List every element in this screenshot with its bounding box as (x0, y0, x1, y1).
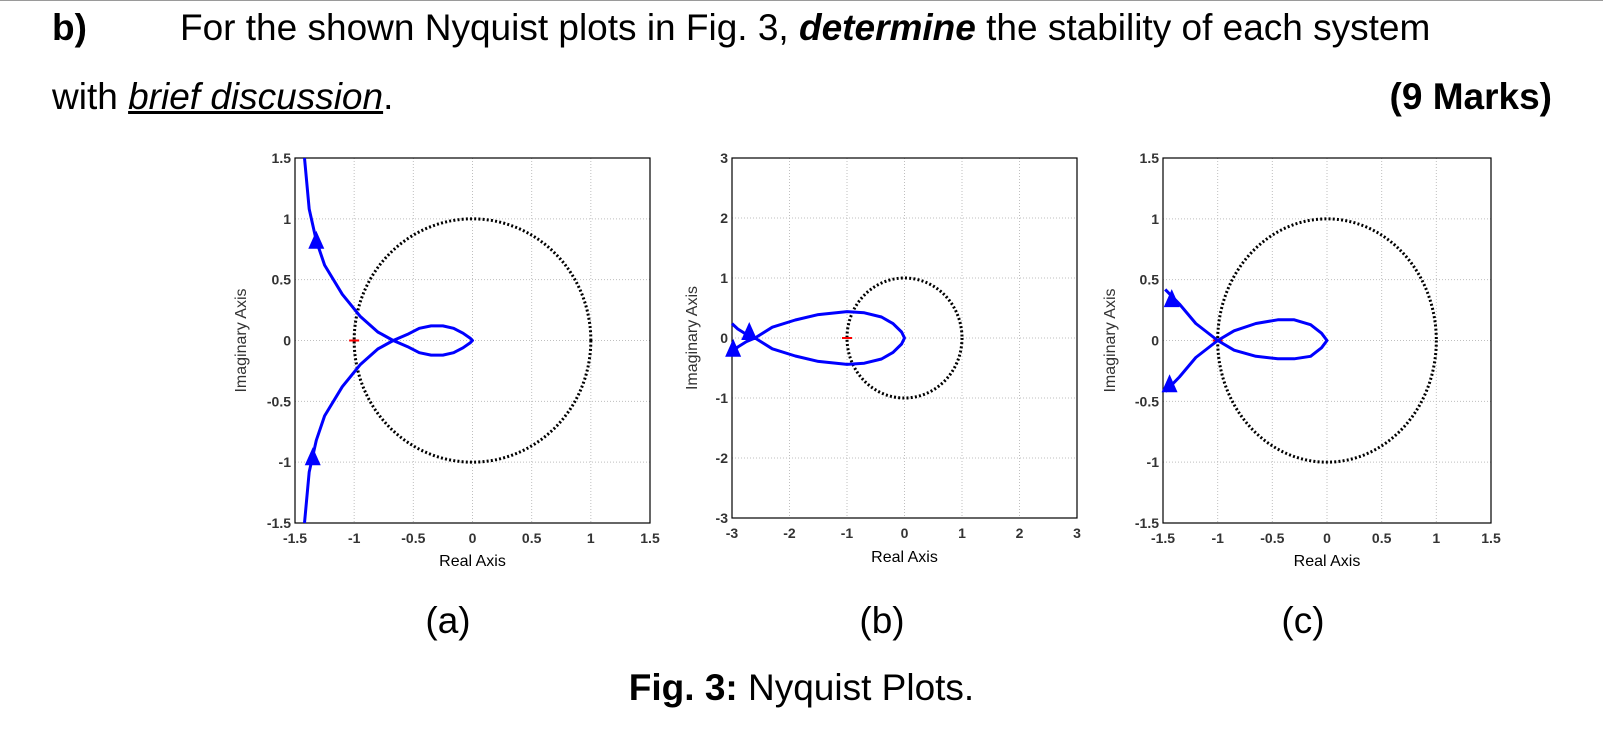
y-tick-label: -1 (716, 390, 729, 406)
question-line2-prefix: with (52, 76, 129, 117)
top-rule (0, 0, 1603, 1)
x-tick-label: -1.5 (283, 530, 307, 546)
x-tick-label: -1 (841, 525, 854, 541)
figure-caption-text: Nyquist Plots. (737, 667, 975, 708)
x-tick-label: -1 (1211, 530, 1224, 546)
x-tick-label: -1 (348, 530, 361, 546)
y-tick-label: -1.5 (1135, 515, 1159, 531)
y-tick-label: 1 (1151, 211, 1159, 227)
x-tick-label: 0 (901, 525, 909, 541)
x-tick-label: 1.5 (640, 530, 660, 546)
x-tick-label: 2 (1016, 525, 1024, 541)
x-tick-label: 0.5 (522, 530, 542, 546)
y-tick-label: -0.5 (267, 393, 291, 409)
unit-circle (352, 217, 593, 464)
y-tick-label: -1 (279, 454, 292, 470)
x-tick-label: 0 (1323, 530, 1331, 546)
question-line-2: with brief discussion. (9 Marks) (52, 73, 1552, 121)
x-tick-label: 3 (1073, 525, 1081, 541)
x-tick-label: -0.5 (401, 530, 425, 546)
y-tick-label: 0.5 (272, 272, 292, 288)
unit-circle (845, 276, 964, 400)
y-tick-label: 0 (283, 333, 291, 349)
nyquist-plot-a: -1.5 -1 -0.5 0 0.5 1 1.5 -1.5 -1 -0.5 0 0.5 1 1.5 Real… (233, 150, 660, 641)
question-prefix: For the shown Nyquist plots in Fig. 3, (180, 7, 799, 48)
y-tick-label: 0 (1151, 333, 1159, 349)
question-underlined: brief discussion (128, 76, 384, 117)
figure-caption: Fig. 3: Nyquist Plots. (0, 664, 1603, 712)
y-tick-label: -1 (1147, 454, 1160, 470)
x-tick-label: 1 (1432, 530, 1440, 546)
question-label: b) (52, 7, 87, 48)
y-tick-label: 1 (720, 270, 728, 286)
question-line-1: b) For the shown Nyquist plots in Fig. 3… (52, 4, 1552, 52)
x-tick-label: 1.5 (1481, 530, 1501, 546)
x-axis-label: Real Axis (871, 549, 938, 566)
y-tick-label: -1.5 (267, 515, 291, 531)
y-tick-label: 0 (720, 330, 728, 346)
direction-arrow (741, 322, 758, 340)
direction-arrow (1161, 374, 1178, 393)
y-tick-label: -3 (716, 510, 729, 526)
question-emphasis: determine (799, 7, 976, 48)
y-axis-label: Imaginary Axis (233, 288, 250, 392)
x-tick-label: -1.5 (1151, 530, 1175, 546)
panel-label: (b) (859, 600, 904, 641)
x-tick-label: 0.5 (1372, 530, 1392, 546)
x-tick-label: 1 (958, 525, 966, 541)
question-line2-suffix: . (383, 76, 394, 117)
y-tick-label: 1.5 (272, 150, 292, 166)
figure-caption-label: Fig. 3: (628, 667, 738, 708)
marks-label: (9 Marks) (1389, 76, 1552, 117)
y-tick-label: 1 (283, 211, 291, 227)
y-tick-label: 2 (720, 210, 728, 226)
nyquist-plot-c: -1.5 -1 -0.5 0 0.5 1 1.5 -1.5 -1 -0.5 0 0.5 1 1.5 Real… (1102, 150, 1501, 641)
plot-frame (731, 157, 1078, 519)
x-axis-label: Real Axis (439, 553, 506, 570)
question-suffix: the stability of each system (975, 7, 1431, 48)
y-axis-label: Imaginary Axis (1102, 288, 1119, 392)
x-axis-label: Real Axis (1294, 553, 1361, 570)
nyquist-curve (730, 310, 906, 366)
x-tick-label: -2 (783, 525, 796, 541)
direction-arrow (304, 447, 321, 466)
panel-label: (a) (425, 600, 470, 641)
y-tick-label: -0.5 (1135, 393, 1159, 409)
y-tick-label: -2 (716, 450, 729, 466)
x-tick-label: 0 (469, 530, 477, 546)
panel-label: (c) (1281, 600, 1324, 641)
x-tick-label: -0.5 (1260, 530, 1284, 546)
nyquist-plot-b: -3 -2 -1 0 1 2 3 -3 -2 -1 0 1 2 3 Real Axis Imaginary A… (684, 150, 1081, 641)
y-tick-label: 1.5 (1140, 150, 1160, 166)
plot-frame (294, 157, 651, 524)
x-tick-label: 1 (587, 530, 595, 546)
direction-arrow (725, 338, 742, 357)
direction-arrow (308, 230, 325, 249)
question-text: For the shown Nyquist plots in Fig. 3, d… (180, 4, 1430, 52)
y-tick-label: 3 (720, 150, 728, 166)
nyquist-curve (1164, 288, 1329, 393)
direction-arrow (1163, 289, 1180, 308)
y-axis-label: Imaginary Axis (684, 286, 701, 390)
plot-frame (1162, 157, 1492, 524)
x-tick-label: -3 (726, 525, 739, 541)
y-tick-label: 0.5 (1140, 272, 1160, 288)
nyquist-curve (303, 157, 474, 524)
